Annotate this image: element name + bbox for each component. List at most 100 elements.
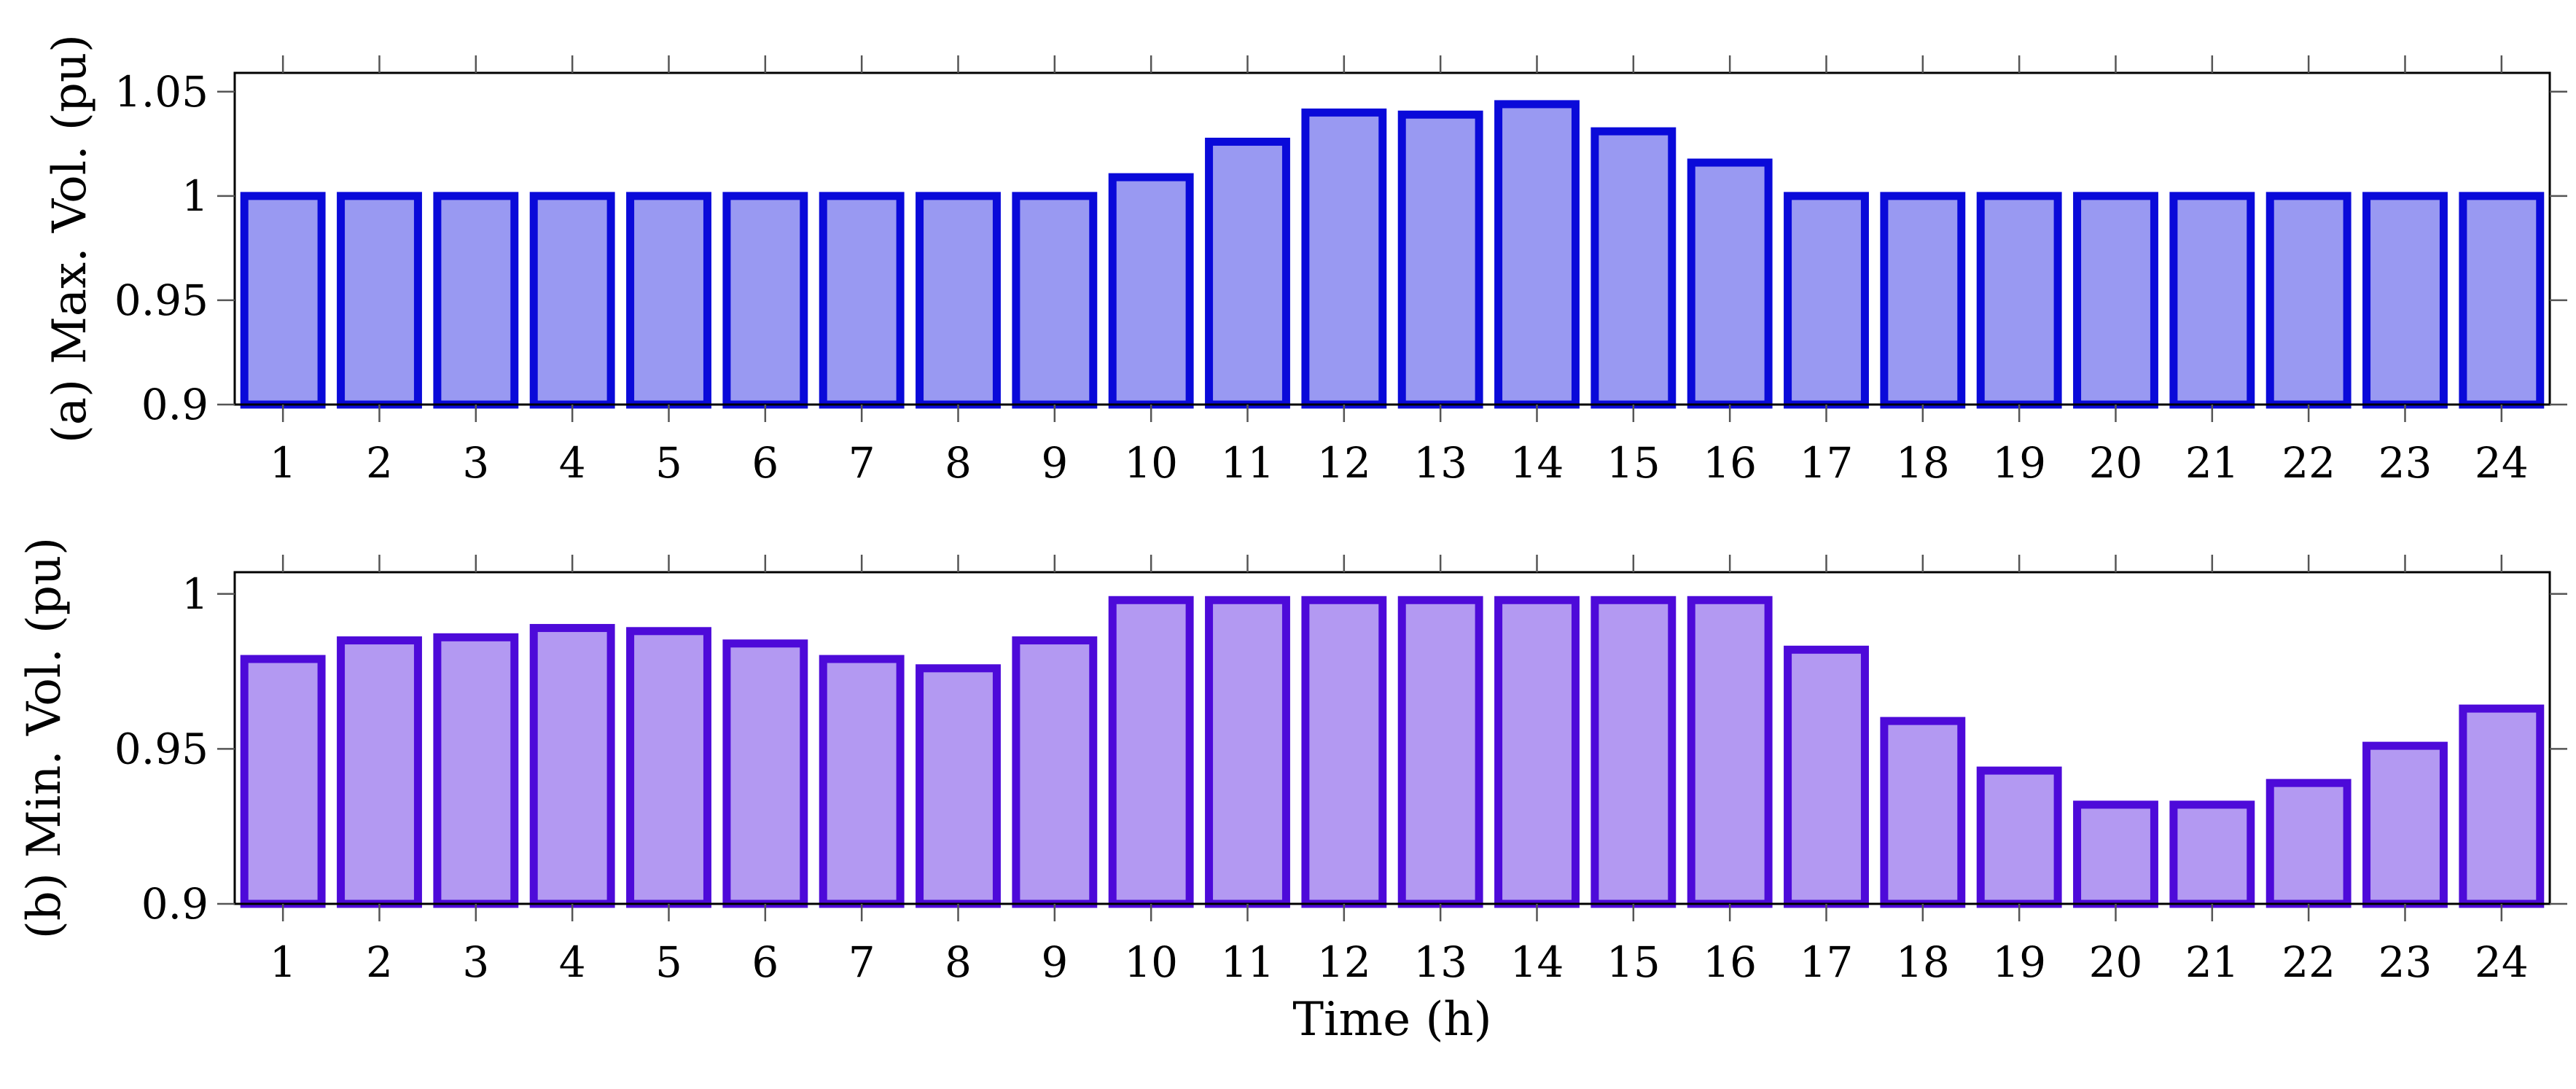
x-tick-label: 16 (1703, 438, 1757, 488)
panel-a: 1 2 3 4 5 6 7 8 9 10 11 12 13 14 15 16 17 18 19 20 21 22 23 240… (43, 34, 2567, 488)
x-tick-label: 18 (1896, 438, 1950, 488)
bar-21 (2169, 800, 2255, 908)
x-tick-label: 22 (2282, 438, 2335, 488)
bar-12 (1301, 596, 1387, 908)
bar-11 (1205, 137, 1290, 409)
x-tick-label: 1 (270, 438, 297, 488)
x-tick-label: 7 (848, 438, 875, 488)
bar-4 (529, 192, 615, 409)
bar-2 (337, 192, 422, 409)
x-tick-label: 20 (2089, 937, 2143, 987)
bar-15 (1591, 596, 1677, 908)
bar-12 (1301, 108, 1387, 409)
x-tick-label: 11 (1221, 438, 1275, 488)
bar-10 (1108, 596, 1194, 908)
x-tick-label: 3 (462, 937, 489, 987)
bar-4 (529, 624, 615, 908)
bar-10 (1108, 173, 1194, 409)
bar-7 (819, 655, 905, 908)
bar-19 (1976, 766, 2062, 908)
x-tick-label: 8 (945, 937, 972, 987)
x-tick-label: 20 (2089, 438, 2143, 488)
bar-24 (2459, 192, 2545, 409)
bar-15 (1591, 127, 1677, 409)
bar-1 (240, 655, 326, 908)
x-tick-label: 9 (1041, 438, 1068, 488)
bar-19 (1976, 192, 2062, 409)
x-tick-label: 5 (655, 937, 682, 987)
plot-frame (233, 71, 2551, 406)
x-tick-label: 9 (1041, 937, 1068, 987)
bar-22 (2265, 192, 2351, 409)
x-tick-label: 24 (2475, 438, 2529, 488)
x-tick-label: 2 (366, 937, 393, 987)
x-tick-label: 19 (1992, 438, 2046, 488)
x-tick-label: 14 (1510, 438, 1564, 488)
x-tick-label: 7 (848, 937, 875, 987)
x-tick-label: 13 (1413, 438, 1467, 488)
bar-20 (2073, 192, 2158, 409)
bar-16 (1687, 158, 1773, 409)
plot-frame (233, 571, 2551, 905)
y-tick-label: 1 (182, 569, 208, 619)
panel-b: 1 2 3 4 5 6 7 8 9 10 11 12 13 14 15 16 17 18 19 20 21 22 23 240… (17, 537, 2567, 1047)
x-tick-label: 21 (2185, 438, 2239, 488)
x-tick-label: 18 (1896, 937, 1950, 987)
bar-20 (2073, 800, 2158, 908)
bar-23 (2362, 741, 2448, 908)
x-tick-label: 14 (1510, 937, 1564, 987)
y-tick-label: 0.95 (114, 724, 208, 773)
bar-14 (1494, 100, 1580, 409)
y-tick-label: 0.9 (141, 380, 208, 429)
bar-22 (2265, 778, 2351, 908)
bar-8 (916, 192, 1001, 409)
x-tick-label: 22 (2282, 937, 2335, 987)
x-tick-label: 5 (655, 438, 682, 488)
bar-9 (1012, 192, 1098, 409)
x-tick-label: 2 (366, 438, 393, 488)
bar-6 (722, 192, 808, 409)
bar-8 (916, 664, 1001, 908)
bar-16 (1687, 596, 1773, 908)
x-tick-label: 19 (1992, 937, 2046, 987)
x-tick-label: 8 (945, 438, 972, 488)
x-tick-label: 15 (1607, 937, 1660, 987)
bar-5 (626, 627, 711, 908)
y-axis-title: (a) Max. Vol. (pu) (43, 34, 97, 443)
y-tick-label: 1 (182, 171, 208, 221)
bar-23 (2362, 192, 2448, 409)
x-tick-label: 15 (1607, 438, 1660, 488)
x-tick-label: 17 (1800, 438, 1854, 488)
bar-6 (722, 639, 808, 908)
x-tick-label: 21 (2185, 937, 2239, 987)
bar-13 (1397, 596, 1483, 908)
x-tick-label: 23 (2378, 937, 2432, 987)
bar-1 (240, 192, 326, 409)
bar-17 (1784, 192, 1869, 409)
bar-21 (2169, 192, 2255, 409)
x-tick-label: 23 (2378, 438, 2432, 488)
bar-14 (1494, 596, 1580, 908)
x-tick-label: 4 (559, 937, 586, 987)
x-tick-label: 10 (1124, 937, 1178, 987)
y-tick-label: 1.05 (114, 67, 208, 117)
x-axis-title: Time (h) (1292, 993, 1491, 1047)
x-tick-label: 12 (1317, 438, 1371, 488)
x-tick-label: 11 (1221, 937, 1275, 987)
bar-18 (1880, 192, 1966, 409)
bar-7 (819, 192, 905, 409)
x-tick-label: 12 (1317, 937, 1371, 987)
x-tick-label: 16 (1703, 937, 1757, 987)
bar-3 (433, 192, 519, 409)
x-tick-label: 24 (2475, 937, 2529, 987)
y-tick-label: 0.9 (141, 879, 208, 929)
bar-3 (433, 633, 519, 908)
bar-11 (1205, 596, 1290, 908)
bar-13 (1397, 110, 1483, 409)
bar-18 (1880, 717, 1966, 908)
x-tick-label: 4 (559, 438, 586, 488)
bar-24 (2459, 704, 2545, 908)
x-tick-label: 13 (1413, 937, 1467, 987)
